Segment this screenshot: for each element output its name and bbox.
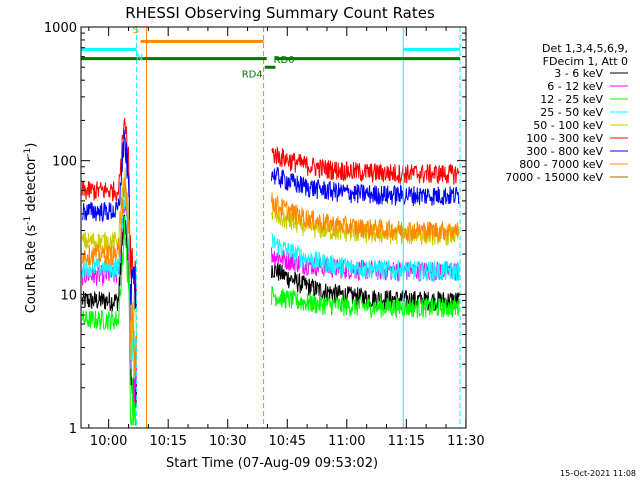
- series-line-7-before: [81, 129, 137, 321]
- legend-entry-label: 3 - 6 keV: [554, 67, 603, 80]
- axis-layer: 10:00 10:15 10:30 10:45 11:00 11:15 11:30 1 10 10…: [44, 21, 485, 449]
- series-line-3-before: [81, 215, 137, 426]
- legend-header-line-1: Det 1,3,4,5,6,9,: [542, 42, 628, 55]
- series-line-6-after: [271, 146, 460, 185]
- y-label-part-1: Count Rate (s: [24, 225, 39, 314]
- plot-frame: [80, 26, 467, 429]
- saa-flag-label: S: [133, 25, 139, 36]
- flag-layer: S N RD0 RD4: [80, 25, 461, 428]
- y-tick-label: 1: [69, 422, 77, 437]
- y-label-sup-1: -1: [23, 216, 33, 225]
- legend-entry-label: 50 - 100 keV: [533, 119, 603, 132]
- y-tick-label: 10: [60, 288, 77, 303]
- rd4-flag-label: RD4: [242, 69, 263, 80]
- series-line-8-before: [81, 177, 137, 378]
- x-tick-label: 10:45: [269, 434, 306, 449]
- legend-entry-label: 12 - 25 keV: [540, 93, 603, 106]
- y-axis-label: Count Rate (s-1 detector-1): [23, 143, 39, 314]
- y-label-part-2: detector: [24, 156, 39, 216]
- x-tick-label: 11:00: [328, 434, 365, 449]
- y-label-part-3: ): [24, 143, 39, 148]
- x-tick-label: 10:30: [209, 434, 246, 449]
- series-line-3-after: [271, 286, 460, 319]
- chart-title: RHESSI Observing Summary Count Rates: [125, 4, 435, 22]
- series-line-4-before: [81, 186, 137, 379]
- legend-entry-label: 800 - 7000 keV: [519, 158, 603, 171]
- footer-timestamp: 15-Oct-2021 11:08: [560, 469, 636, 478]
- legend-entry-label: 300 - 800 keV: [526, 145, 603, 158]
- legend-entry-label: 7000 - 15000 keV: [505, 171, 603, 184]
- x-tick-label: 11:30: [447, 434, 484, 449]
- series-line-7-after: [271, 166, 460, 207]
- x-tick-label: 10:00: [90, 434, 127, 449]
- x-tick-label: 11:15: [388, 434, 425, 449]
- rd0-flag-label: RD0: [274, 55, 295, 66]
- x-tick-label: 10:15: [149, 434, 186, 449]
- y-tick-label: 1000: [44, 21, 77, 36]
- x-axis-label: Start Time (07-Aug-09 09:53:02): [166, 456, 378, 471]
- y-label-sup-2: -1: [23, 148, 33, 157]
- legend-entry-label: 6 - 12 keV: [547, 80, 603, 93]
- night-flag-label: N: [136, 53, 143, 64]
- series-line-4-after: [271, 232, 460, 283]
- legend-header-line-2: FDecim 1, Att 0: [543, 55, 628, 68]
- series-line-8-after: [271, 192, 460, 243]
- y-tick-label: 100: [52, 155, 77, 170]
- series-line-5-after: [271, 208, 460, 246]
- series-line-2-after: [271, 247, 460, 282]
- data-layer: [81, 117, 460, 426]
- legend-entry-label: 100 - 300 keV: [526, 132, 603, 145]
- legend-entry-label: 25 - 50 keV: [540, 106, 603, 119]
